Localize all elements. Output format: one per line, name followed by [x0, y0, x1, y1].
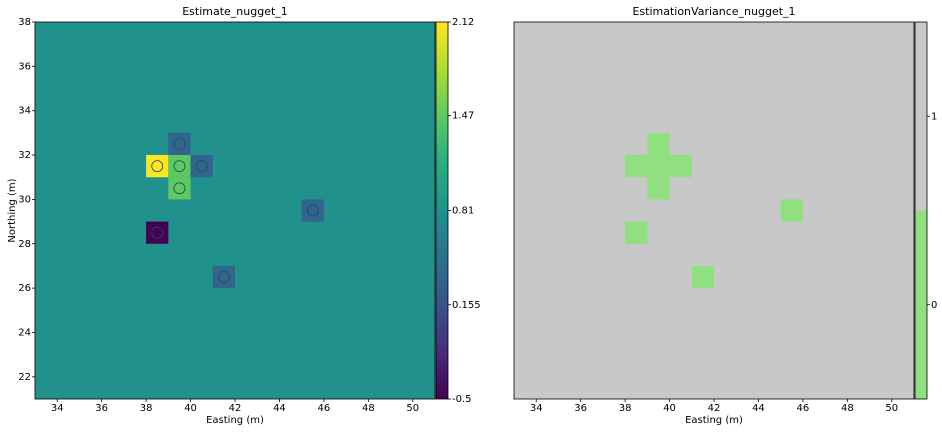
cell	[647, 155, 670, 178]
colorbar-tick-label: 2.12	[452, 17, 474, 28]
sample-point	[173, 160, 186, 173]
cell	[625, 155, 648, 178]
x-tick-label: 48	[362, 403, 375, 414]
cell	[691, 265, 714, 289]
y-tick-label: 24	[18, 327, 31, 338]
y-tick-label: 28	[18, 239, 31, 250]
colorbar-tick-label: 0	[931, 300, 937, 311]
cell	[168, 177, 191, 200]
colorbar-frame	[914, 21, 928, 400]
x-tick-label: 36	[574, 403, 587, 414]
x-tick-label: 48	[841, 403, 854, 414]
cell	[669, 155, 692, 178]
sample-point	[306, 204, 319, 217]
x-tick-label: 42	[708, 403, 721, 414]
y-tick-label: 30	[18, 194, 31, 205]
background-cell	[514, 22, 914, 399]
x-axis-label: Easting (m)	[685, 415, 743, 426]
chart-title: EstimationVariance_nugget_1	[632, 5, 795, 18]
background-cell	[35, 22, 435, 399]
x-tick-label: 40	[184, 403, 197, 414]
cell	[190, 155, 213, 178]
sample-point	[173, 138, 186, 150]
y-tick-label: 32	[18, 150, 31, 161]
sample-point	[195, 160, 208, 173]
chart-title: Estimate_nugget_1	[182, 5, 288, 18]
sample-point	[151, 226, 164, 239]
cell	[212, 265, 235, 289]
x-tick-label: 38	[140, 403, 153, 414]
colorbar-segment	[915, 22, 927, 211]
cell	[647, 177, 670, 200]
cell	[146, 221, 169, 244]
sample-point	[173, 182, 186, 195]
colorbar-tick-label: 0.155	[452, 300, 481, 311]
colorbar-tick-label: 0.81	[452, 206, 474, 217]
x-axis-label: Easting (m)	[206, 415, 264, 426]
sample-point	[217, 271, 230, 283]
cell	[780, 199, 803, 222]
y-tick-label: 26	[18, 283, 31, 294]
x-tick-label: 46	[318, 403, 331, 414]
colorbar	[436, 22, 448, 399]
x-tick-label: 34	[51, 403, 64, 414]
x-tick-label: 36	[95, 403, 108, 414]
colorbar-tick-label: 1	[931, 111, 937, 122]
y-tick-label: 22	[18, 372, 31, 383]
cell	[168, 132, 191, 156]
x-tick-label: 34	[530, 403, 543, 414]
cell	[168, 155, 191, 178]
x-tick-label: 44	[273, 403, 286, 414]
x-tick-label: 50	[406, 403, 419, 414]
y-axis-label: Northing (m)	[7, 178, 18, 242]
cell	[146, 155, 169, 178]
x-tick-label: 46	[797, 403, 810, 414]
cell	[301, 199, 324, 222]
y-tick-label: 34	[18, 106, 31, 117]
y-tick-label: 36	[18, 61, 31, 72]
cell	[625, 221, 648, 244]
sample-point	[151, 160, 164, 173]
colorbar-segment	[915, 210, 927, 399]
x-tick-label: 38	[619, 403, 632, 414]
y-tick-label: 38	[18, 17, 31, 28]
x-tick-label: 42	[229, 403, 242, 414]
x-tick-label: 40	[663, 403, 676, 414]
colorbar-tick-label: -0.5	[452, 394, 472, 405]
colorbar-tick-label: 1.47	[452, 111, 474, 122]
cell	[647, 132, 670, 156]
x-tick-label: 44	[752, 403, 765, 414]
x-tick-label: 50	[885, 403, 898, 414]
